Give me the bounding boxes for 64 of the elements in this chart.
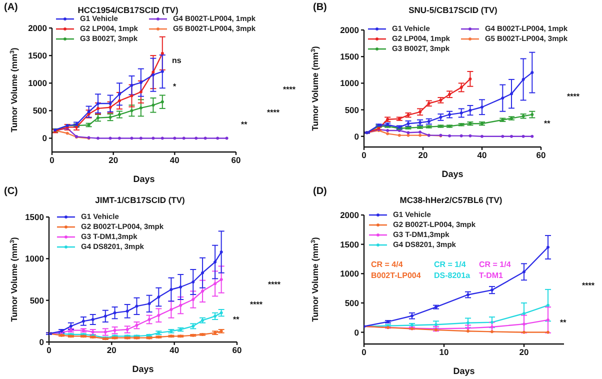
x-tick-label: 60 bbox=[231, 155, 241, 166]
y-tick-label: 500 bbox=[344, 298, 360, 308]
x-tick-label: 60 bbox=[536, 150, 546, 160]
x-axis-title: Days bbox=[442, 169, 464, 179]
y-tick-label: 2000 bbox=[340, 25, 360, 36]
text: **** bbox=[582, 281, 594, 290]
x-tick-label: 20 bbox=[519, 347, 529, 358]
annotation: ns bbox=[172, 56, 182, 65]
text: (C) bbox=[4, 186, 18, 197]
y-tick-label: 1000 bbox=[340, 78, 360, 88]
x-tick-label: 20 bbox=[418, 150, 428, 160]
annotation: ** bbox=[233, 315, 240, 324]
x-axis-title: Days bbox=[453, 366, 475, 376]
y-tick-label: 0 bbox=[42, 133, 48, 144]
y-tick-label: 500 bbox=[344, 104, 360, 115]
annotation: ** bbox=[560, 318, 566, 327]
annotation: B002T-LP004 bbox=[371, 271, 421, 280]
annotation: CR = 1/4 bbox=[434, 260, 466, 269]
x-tick-label: 40 bbox=[170, 155, 180, 166]
y-tick-label: 500 bbox=[30, 295, 44, 306]
text: **** bbox=[283, 85, 296, 94]
annotation: T-DM1 bbox=[479, 271, 503, 280]
text: **** bbox=[267, 108, 280, 117]
text: (B) bbox=[313, 2, 327, 13]
x-tick-label: 0 bbox=[362, 150, 367, 160]
x-tick-label: 40 bbox=[477, 150, 487, 160]
x-tick-label: 60 bbox=[232, 345, 242, 356]
y-tick-label: 2000 bbox=[28, 23, 48, 34]
y-tick-label: 2000 bbox=[340, 210, 360, 220]
text: **** bbox=[268, 280, 280, 289]
x-tick-label: 10 bbox=[439, 347, 449, 358]
annotation: DS-8201a bbox=[434, 271, 470, 280]
text: **** bbox=[250, 300, 262, 309]
annotation: CR = 1/4 bbox=[479, 260, 511, 269]
y-tick-label: 0 bbox=[39, 337, 44, 348]
x-tick-label: 0 bbox=[50, 155, 55, 166]
y-tick-label: 500 bbox=[32, 106, 48, 116]
annotation: * bbox=[173, 82, 176, 91]
y-tick-label: 0 bbox=[354, 131, 360, 142]
text: (A) bbox=[4, 2, 18, 13]
x-tick-label: 0 bbox=[362, 347, 367, 358]
chart-title: MC38-hHer2/C57BL6 (TV) bbox=[398, 195, 504, 205]
chart-title: JIMT-1/CB17SCID (TV) bbox=[94, 195, 186, 205]
y-tick-label: 1000 bbox=[25, 254, 44, 264]
text: **** bbox=[567, 92, 580, 101]
line-series bbox=[49, 330, 223, 340]
y-tick-label: 1500 bbox=[340, 52, 360, 62]
text: (D) bbox=[313, 186, 327, 197]
text: ** bbox=[544, 119, 550, 128]
y-tick-label: 0 bbox=[354, 327, 360, 338]
x-axis-title: Days bbox=[132, 364, 154, 374]
x-axis-title: Days bbox=[133, 174, 155, 184]
x-tick-label: 20 bbox=[108, 155, 118, 166]
y-tick-label: 1500 bbox=[340, 239, 360, 250]
y-tick-label: 1500 bbox=[25, 212, 44, 222]
y-tick-label: 1000 bbox=[28, 78, 48, 88]
y-tick-label: 1500 bbox=[28, 50, 48, 61]
x-tick-label: 40 bbox=[170, 345, 180, 356]
y-tick-label: 1000 bbox=[340, 268, 360, 279]
chart-title: HCC1954/CB17SCID (TV) bbox=[78, 5, 178, 15]
annotation: CR = 4/4 bbox=[371, 260, 403, 269]
x-tick-label: 20 bbox=[106, 345, 117, 356]
chart-title: SNU-5/CB17SCID (TV) bbox=[408, 5, 498, 15]
text: ** bbox=[241, 120, 248, 129]
